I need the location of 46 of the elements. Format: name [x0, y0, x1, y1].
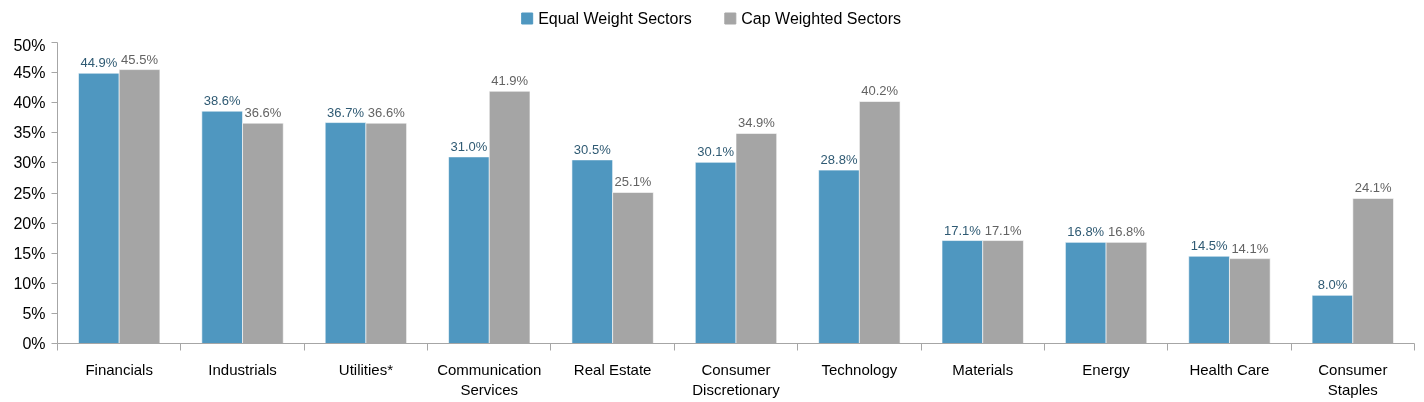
x-tick-label: Communication Services	[437, 360, 542, 398]
data-label: 16.8%	[1067, 224, 1105, 240]
data-label: 34.9%	[737, 115, 776, 131]
data-label: 14.1%	[1231, 240, 1269, 256]
x-tick-label: Real Estate	[573, 360, 652, 378]
y-tick-label: 5%	[22, 304, 46, 322]
x-tick-label: Materials	[952, 360, 1014, 378]
data-label: 44.9%	[80, 55, 118, 71]
x-tick-label: Health Care	[1189, 360, 1270, 378]
y-tick-label: 10%	[13, 274, 46, 292]
x-tick-label: Consumer Discretionary	[692, 360, 781, 398]
data-label: 36.7%	[327, 104, 365, 120]
data-label: 17.1%	[984, 222, 1022, 238]
y-tick-label: 50%	[13, 36, 46, 54]
data-label: 17.1%	[943, 222, 982, 238]
y-tick-label: 0%	[22, 335, 46, 352]
data-label: 36.6%	[367, 105, 406, 121]
data-label: 8.0%	[1317, 277, 1348, 293]
data-label: 28.8%	[820, 152, 858, 168]
y-tick-label: 30%	[13, 154, 46, 172]
x-tick-label: Industrials	[208, 360, 277, 378]
x-tick-label: Energy	[1082, 360, 1131, 378]
y-tick-label: 15%	[13, 244, 46, 262]
data-label: 30.1%	[697, 144, 735, 160]
x-tick-label: Financials	[85, 360, 153, 378]
x-tick-label: Technology	[821, 360, 898, 378]
data-label: 45.5%	[121, 51, 159, 67]
y-tick-label: 25%	[13, 184, 46, 202]
data-label: 36.6%	[244, 105, 282, 121]
legend-label: Cap Weighted Sectors	[741, 10, 902, 27]
data-label: 41.9%	[491, 73, 529, 89]
legend-label: Equal Weight Sectors	[538, 10, 692, 27]
data-label: 30.5%	[573, 141, 612, 157]
data-label: 25.1%	[614, 174, 652, 190]
data-label: 38.6%	[203, 93, 242, 109]
data-label: 40.2%	[861, 83, 899, 99]
x-tick-label: Consumer Staples	[1318, 360, 1388, 398]
y-tick-label: 35%	[13, 124, 46, 142]
data-label: 14.5%	[1190, 238, 1228, 254]
y-tick-label: 45%	[13, 64, 46, 82]
y-tick-label: 40%	[13, 94, 46, 112]
data-label: 16.8%	[1108, 224, 1146, 240]
x-tick-label: Utilities*	[338, 360, 394, 378]
data-label: 24.1%	[1354, 180, 1393, 196]
y-tick-label: 20%	[13, 214, 46, 232]
data-label: 31.0%	[450, 138, 488, 154]
